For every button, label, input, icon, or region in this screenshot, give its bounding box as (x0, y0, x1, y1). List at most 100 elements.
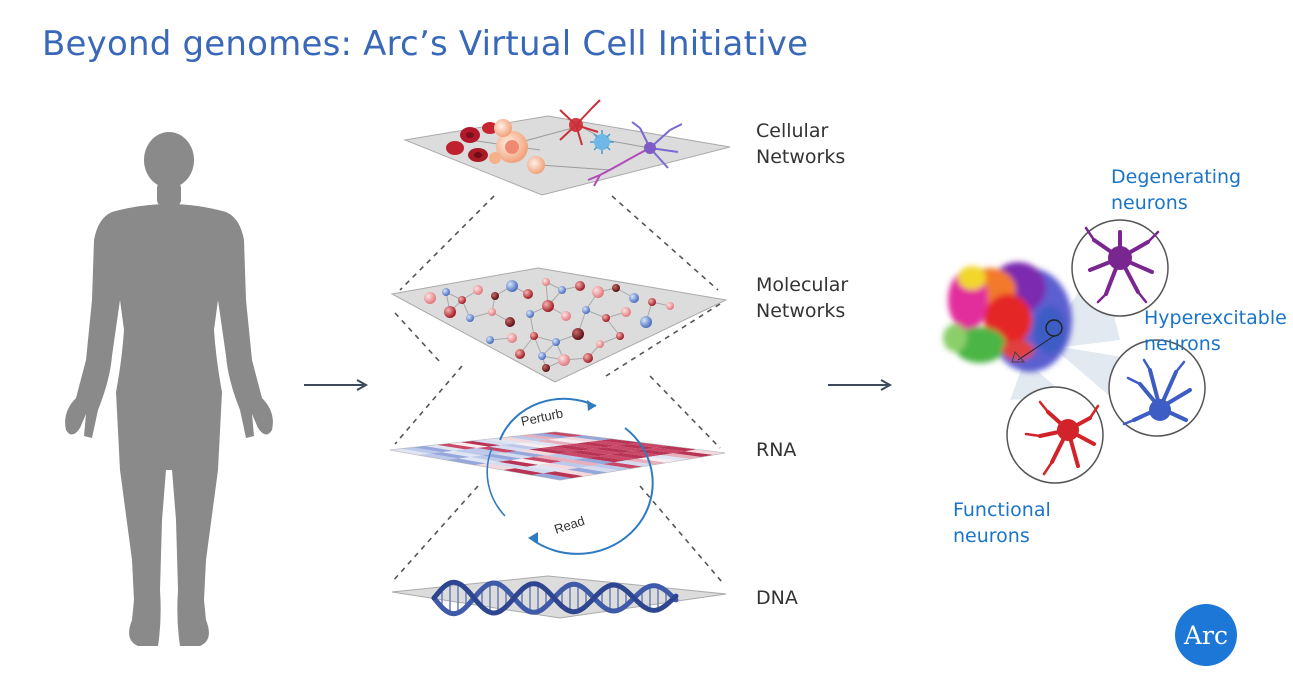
read-label: Read (552, 513, 586, 537)
molecular-node (592, 286, 604, 298)
rna-cell (517, 449, 558, 456)
molecular-node (538, 352, 546, 360)
rna-cell (604, 445, 645, 452)
layer-label-line: Networks (756, 146, 846, 168)
rna-cell (401, 447, 442, 454)
red-neuron (559, 99, 601, 146)
molecular-node (542, 278, 550, 286)
rna-cell (626, 458, 667, 465)
molecular-node (558, 354, 570, 366)
molecular-node (575, 281, 585, 291)
molecular-node (491, 292, 499, 300)
rna-cell (543, 471, 584, 479)
rna-cell (498, 460, 539, 467)
layer-label-line: Molecular (756, 274, 849, 296)
perturb-read-cycle (486, 397, 654, 555)
label-degenerating: Degenerating neurons (1111, 164, 1241, 216)
rna-cell (418, 453, 459, 460)
rna-cell (510, 458, 551, 465)
rna-cell (446, 458, 487, 465)
layer-label-rna: RNA (756, 437, 796, 463)
rna-cell (588, 440, 629, 446)
state-label-line: neurons (1111, 192, 1188, 214)
molecular-node (444, 306, 456, 318)
label-hyperexcitable: Hyperexcitable neurons (1144, 305, 1287, 357)
rna-cell (578, 465, 619, 473)
rna-cell (555, 469, 596, 477)
rna-cell (548, 438, 589, 444)
rna-cell (472, 439, 513, 446)
rna-cell (430, 452, 471, 459)
rna-cell (531, 473, 572, 480)
rna-cell (533, 455, 574, 462)
rna-cell (536, 439, 577, 445)
rna-cell (684, 449, 725, 455)
rna-cell (470, 455, 511, 462)
rna-cell (437, 443, 478, 450)
rna-cell (585, 456, 626, 463)
rna-cell (609, 452, 650, 459)
molecular-node (515, 349, 525, 359)
rna-cell (550, 461, 591, 468)
rna-cell (557, 452, 598, 458)
slide-title: Beyond genomes: Arc’s Virtual Cell Initi… (42, 24, 809, 64)
rna-cell (538, 463, 579, 470)
rna-cell (644, 447, 685, 454)
functional-neuron-icon (1006, 386, 1104, 484)
rna-cell (531, 433, 572, 439)
molecular-node (526, 310, 534, 318)
label-functional: Functional neurons (953, 497, 1051, 549)
arrow-left (304, 379, 369, 391)
virus (590, 130, 614, 154)
state-label-line: Hyperexcitable (1144, 307, 1287, 329)
state-label-line: neurons (1144, 333, 1221, 355)
molecular-node (583, 353, 593, 363)
rna-cell (592, 447, 633, 453)
state-label-line: Functional (953, 499, 1051, 521)
molecular-node (442, 288, 450, 296)
rna-cell (597, 454, 638, 461)
rna-cell (545, 453, 586, 460)
rna-cell (522, 457, 563, 464)
rna-cell (453, 449, 494, 456)
molecular-node (572, 328, 584, 340)
layer-label-line: Networks (756, 300, 846, 322)
rna-cell (569, 450, 610, 457)
state-label-line: Degenerating (1111, 166, 1242, 188)
rna-cell (505, 451, 546, 457)
layer-label-dna: DNA (756, 585, 798, 611)
arc-logo: Arc (1175, 604, 1237, 666)
rna-cell (576, 442, 617, 448)
cellular-layer (403, 99, 731, 196)
rna-cell (614, 460, 655, 467)
rna-cell (628, 442, 669, 448)
rna-cell (493, 452, 534, 459)
molecular-layer (390, 267, 728, 383)
molecular-node (473, 285, 483, 295)
rna-cell (496, 437, 537, 443)
molecular-node (424, 292, 436, 304)
rna-cell (656, 446, 697, 452)
molecular-node (530, 332, 538, 340)
red-blood-cells (446, 122, 498, 162)
purple-neuron (587, 121, 683, 187)
rna-cell (599, 439, 640, 445)
molecular-node (505, 317, 515, 327)
molecular-node (648, 298, 656, 306)
rna-cell (515, 466, 556, 474)
human-silhouette (65, 132, 273, 646)
rna-cell (507, 435, 548, 442)
rna-cell (489, 445, 530, 451)
rna-cell (633, 449, 674, 455)
rna-cell (541, 446, 582, 453)
layer-label-line: Cellular (756, 120, 829, 142)
molecular-node (558, 286, 566, 294)
rna-cell (559, 436, 600, 442)
layer-label-line: RNA (756, 439, 797, 461)
rna-cell (621, 451, 662, 457)
rna-cell (552, 445, 593, 451)
rna-cell (673, 451, 714, 457)
rna-cell (503, 468, 544, 475)
dna-layer (391, 575, 727, 619)
